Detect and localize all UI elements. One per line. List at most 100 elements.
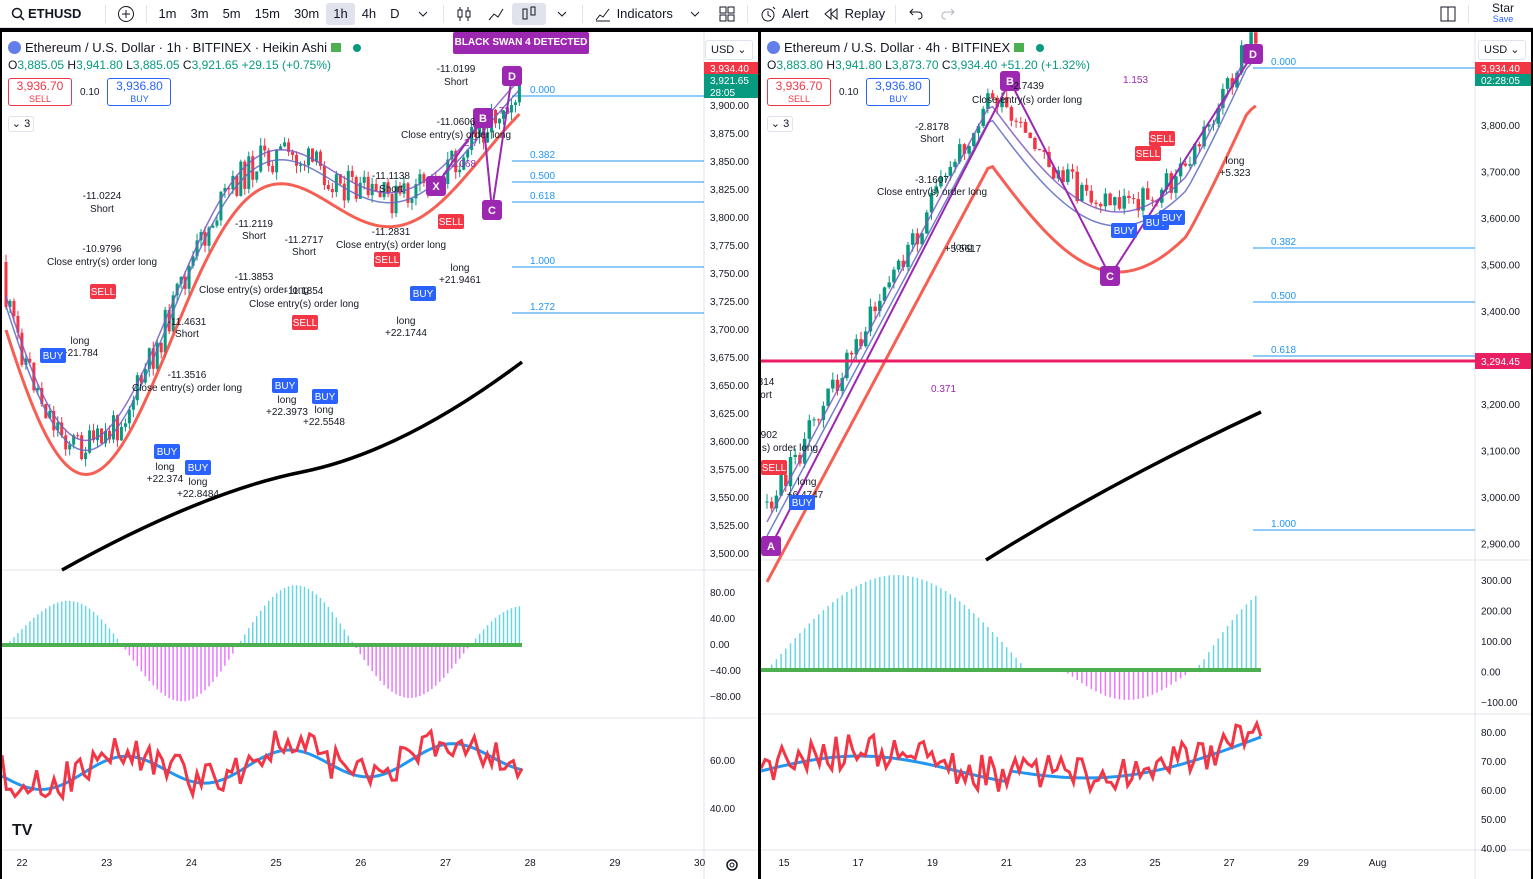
strategy-annotation: -11.0199	[437, 64, 476, 75]
interval-1h[interactable]: 1h	[326, 2, 355, 25]
compare-button[interactable]	[110, 0, 142, 28]
collapse-indicators-button[interactable]: ⌄ 3	[767, 116, 793, 132]
indicators-button[interactable]: Indicators	[587, 0, 679, 28]
ma-line-black	[985, 410, 1262, 562]
strategy-annotation: Short	[175, 329, 199, 340]
candle-body	[478, 126, 482, 138]
pattern-ratio-label: .73	[496, 106, 510, 117]
candle-body	[1192, 144, 1197, 165]
indicators-dropdown[interactable]	[679, 0, 711, 28]
symbol-search[interactable]: ETHUSD	[0, 0, 87, 28]
candle-body	[330, 189, 334, 193]
candle-body	[1094, 202, 1098, 204]
chart-canvas-left[interactable]: 3,900.00 3,875.00 3,850.00 3,825.00 3,800.00…	[2, 32, 758, 879]
trade-buttons-right: 3,936.70 SELL 0.10 3,936.80 BUY	[767, 78, 931, 106]
redo-button[interactable]	[932, 0, 964, 28]
interval-4h[interactable]: 4h	[361, 6, 377, 21]
currency-selector[interactable]: USD ⌄	[1478, 40, 1526, 60]
candle-body	[131, 400, 135, 410]
heikin-ashi-button[interactable]	[511, 2, 546, 25]
candle-body	[107, 430, 111, 440]
candle-body	[1145, 188, 1150, 200]
strategy-annotation: +22.3973	[266, 407, 308, 418]
candle-body	[1202, 126, 1206, 147]
candle-body	[835, 379, 840, 391]
chart-title: Ethereum / U.S. Dollar · 1h · BITFINEX ·…	[25, 40, 327, 55]
interval-d[interactable]: D	[390, 6, 400, 21]
candle-body	[896, 260, 901, 270]
currency-selector[interactable]: USD ⌄	[705, 40, 753, 60]
candle-body	[882, 287, 887, 301]
layout-button[interactable]	[711, 0, 743, 28]
fib-level-label: 0.000	[1271, 57, 1296, 68]
candle-body	[878, 300, 882, 312]
time-tick-label: 29	[609, 858, 621, 869]
strategy-annotation: Close entry(s) order long	[401, 130, 511, 141]
chart-panel-left[interactable]: 3,900.00 3,875.00 3,850.00 3,825.00 3,800.00…	[2, 32, 758, 879]
interval-5m[interactable]: 5m	[222, 6, 241, 21]
candle-body	[812, 419, 816, 421]
price-tick-label: 3,550.00	[710, 493, 749, 504]
candle-body	[72, 435, 76, 445]
candle-body	[831, 379, 835, 389]
interval-1m[interactable]: 1m	[158, 6, 177, 21]
pattern-point-label: C	[488, 205, 496, 217]
strategy-annotation: long	[156, 462, 175, 473]
price-tick-label: 3,100.00	[1481, 447, 1520, 458]
star-save-button[interactable]: Star Save	[1473, 0, 1533, 28]
candle-body	[299, 164, 303, 166]
layout-toggle-button[interactable]	[1432, 0, 1464, 28]
rsi-tick-label: 80.00	[1481, 728, 1506, 739]
ma-line-blue	[766, 59, 1257, 537]
divider	[746, 4, 748, 23]
candle-body	[990, 93, 995, 98]
line-style-button[interactable]	[480, 0, 512, 28]
candle-body	[386, 182, 390, 195]
ohlc-values: O3,885.05 H3,941.80 L3,885.05 C3,921.65 …	[8, 58, 332, 72]
candle-body	[826, 388, 830, 406]
interval-dropdown[interactable]	[407, 0, 439, 28]
chart-type-dropdown[interactable]	[546, 0, 578, 28]
candle-body	[1164, 173, 1169, 190]
price-tick-label: 3,650.00	[710, 381, 749, 392]
candle-body	[1141, 188, 1145, 211]
interval-30m[interactable]: 30m	[293, 6, 320, 21]
macd-tick-label: 100.00	[1481, 637, 1512, 648]
time-tick-label: 29	[1298, 858, 1310, 869]
chart-canvas-right[interactable]: 3,800.00 3,700.00 3,600.00 3,500.00 3,400.00…	[761, 32, 1531, 879]
sell-button[interactable]: 3,936.70 SELL	[8, 78, 72, 106]
collapse-indicators-button[interactable]: ⌄ 3	[8, 116, 34, 132]
candle-body	[1084, 184, 1089, 191]
time-tick-label: 21	[1001, 858, 1013, 869]
pattern-ratio-label: 2.7	[464, 138, 478, 149]
strategy-annotation: +22.374	[147, 474, 184, 485]
chart-panel-right[interactable]: 3,800.00 3,700.00 3,600.00 3,500.00 3,400.00…	[761, 32, 1531, 879]
sell-button[interactable]: 3,936.70 SELL	[767, 78, 831, 106]
interval-15m[interactable]: 15m	[254, 6, 280, 21]
pattern-point-label: C	[1106, 271, 1114, 283]
candle-body	[498, 118, 502, 124]
candle-body	[1103, 193, 1108, 207]
candle-body	[1061, 170, 1065, 183]
buy-button[interactable]: 3,936.80 BUY	[107, 78, 172, 106]
chevron-down-icon	[552, 4, 572, 24]
candle-body	[382, 182, 386, 198]
replay-button[interactable]: Replay	[815, 0, 891, 28]
legend-left: Ethereum / U.S. Dollar · 1h · BITFINEX ·…	[8, 40, 361, 72]
price-tick-label: 3,000.00	[1481, 493, 1520, 504]
plus-circle-icon	[116, 4, 136, 24]
bar-style-button[interactable]	[448, 0, 480, 28]
heikin-ashi-icon	[519, 4, 539, 24]
buy-button[interactable]: 3,936.80 BUY	[866, 78, 931, 106]
signal-tag-label: BUY	[43, 351, 64, 362]
alert-button[interactable]: Alert	[752, 0, 815, 28]
settings-button[interactable]	[722, 855, 740, 873]
candle-body	[450, 150, 454, 160]
candle-body	[104, 430, 107, 444]
search-icon	[8, 4, 28, 24]
pattern-point-marker	[482, 200, 502, 220]
interval-3m[interactable]: 3m	[190, 6, 209, 21]
candle-body	[283, 142, 287, 147]
candle-body	[1239, 45, 1244, 73]
undo-button[interactable]	[900, 0, 932, 28]
